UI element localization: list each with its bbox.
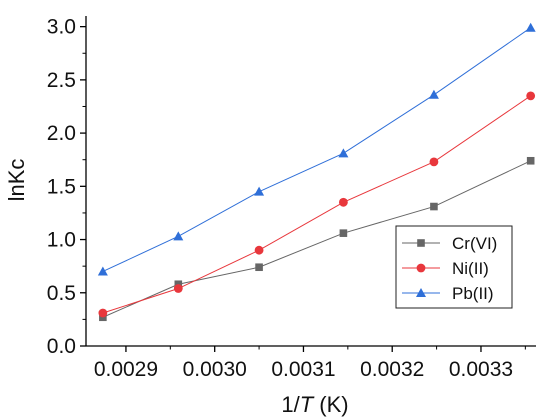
y-tick-label: 1.5	[47, 175, 76, 198]
data-point-pb-ii	[97, 266, 108, 276]
data-point-cr-vi	[430, 202, 438, 211]
data-point-ni-ii	[173, 284, 183, 293]
x-tick-label: 0.0030	[183, 358, 247, 381]
data-point-ni-ii	[338, 197, 348, 207]
y-tick-label: 0.0	[47, 335, 76, 358]
plot-frame	[85, 16, 536, 347]
legend-marker-pb-ii	[416, 288, 426, 297]
data-point-ni-ii	[98, 308, 108, 318]
series-line-pb-ii	[102, 27, 531, 272]
data-point-cr-vi	[526, 156, 535, 165]
series-ni-ii	[98, 91, 536, 318]
series-layer	[97, 22, 536, 322]
x-axis-label: 1/T (K)	[281, 392, 348, 417]
y-tick-label: 0.5	[47, 282, 76, 305]
data-point-cr-vi	[255, 263, 263, 272]
legend-label-pb-ii: Pb(II)	[452, 284, 494, 303]
series-line-ni-ii	[102, 95, 531, 314]
legend: Cr(VI) Ni(II) Pb(II)	[395, 225, 513, 309]
data-point-ni-ii	[429, 157, 439, 167]
y-axis: 0.0 0.5 1.0 1.5 2.0 2.5 3.0	[47, 16, 86, 358]
data-point-pb-ii	[338, 148, 349, 158]
y-tick-label: 1.0	[47, 229, 76, 252]
x-tick-label: 0.0031	[271, 358, 335, 381]
legend-label-ni-ii: Ni(II)	[452, 259, 489, 278]
data-point-pb-ii	[428, 89, 439, 99]
y-tick-label: 3.0	[47, 16, 76, 39]
y-tick-label: 2.0	[47, 122, 76, 145]
series-line-cr-vi	[102, 160, 531, 318]
x-tick-label: 0.0029	[94, 358, 158, 381]
x-tick-label: 0.0032	[360, 358, 424, 381]
x-tick-label: 0.0033	[449, 358, 513, 381]
data-point-pb-ii	[173, 231, 184, 241]
x-axis: 0.0029 0.0030 0.0031 0.0032 0.0033	[94, 346, 526, 381]
data-point-cr-vi	[339, 229, 348, 237]
legend-box	[395, 225, 513, 309]
series-pb-ii	[97, 22, 536, 276]
data-point-pb-ii	[254, 186, 265, 196]
legend-marker-ni-ii	[416, 263, 426, 273]
data-point-ni-ii	[526, 91, 536, 101]
data-point-ni-ii	[254, 245, 264, 255]
legend-label-cr-vi: Cr(VI)	[452, 234, 497, 253]
legend-marker-cr-vi	[417, 239, 425, 247]
y-tick-label: 2.5	[47, 69, 76, 92]
data-point-pb-ii	[525, 22, 536, 32]
y-axis-label: lnKc	[4, 159, 29, 202]
